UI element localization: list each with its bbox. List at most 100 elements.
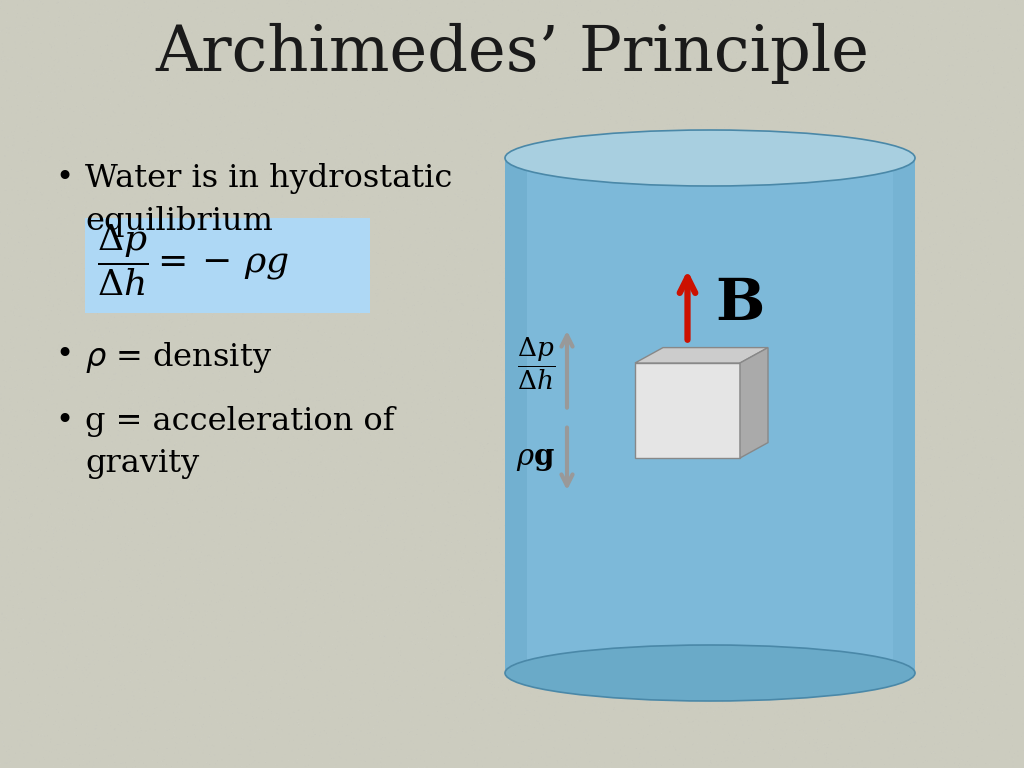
Point (684, 644, 700, 657)
Point (767, 387, 783, 399)
Point (694, 224, 711, 237)
Point (774, 756, 791, 768)
Point (860, 167, 877, 180)
Point (316, 92, 333, 104)
Point (541, 79, 557, 91)
Point (293, 581, 309, 594)
Point (269, 568, 286, 580)
Point (553, 720, 569, 732)
Point (691, 694, 708, 707)
Point (40, 389, 56, 402)
Point (971, 45, 987, 57)
Point (943, 253, 959, 265)
Point (610, 623, 627, 635)
Point (841, 714, 857, 727)
Point (662, 591, 678, 603)
Point (232, 702, 249, 714)
Point (979, 395, 995, 407)
Point (678, 562, 694, 574)
Point (165, 707, 181, 719)
Point (141, 349, 158, 362)
Point (48, 719, 65, 731)
Point (787, 392, 804, 405)
Point (715, 688, 731, 700)
Point (901, 187, 918, 199)
Point (165, 474, 181, 486)
Point (910, 486, 927, 498)
Point (510, 709, 526, 721)
Point (859, 703, 876, 716)
Point (141, 680, 158, 692)
Point (970, 686, 986, 698)
Point (597, 505, 613, 517)
Point (868, 191, 885, 204)
Point (256, 516, 272, 528)
Point (667, 34, 683, 46)
Point (914, 157, 931, 169)
Point (617, 248, 634, 260)
Point (245, 139, 261, 151)
Point (300, 538, 316, 550)
Point (154, 128, 170, 141)
Point (614, 760, 631, 768)
Point (637, 292, 653, 304)
Point (871, 378, 888, 390)
Point (97, 511, 114, 524)
Point (76, 69, 92, 81)
Point (411, 511, 427, 523)
Point (38, 640, 54, 652)
Point (330, 425, 346, 438)
Point (888, 562, 904, 574)
Point (888, 637, 904, 649)
Point (193, 470, 209, 482)
Point (178, 215, 195, 227)
Point (862, 680, 879, 692)
Point (657, 621, 674, 634)
Point (439, 63, 456, 75)
Point (479, 533, 496, 545)
Point (12, 615, 29, 627)
Point (41, 569, 57, 581)
Point (706, 562, 722, 574)
Point (168, 206, 184, 218)
Point (941, 14, 957, 26)
Point (632, 237, 648, 250)
Point (711, 84, 727, 97)
Point (369, 71, 385, 83)
Point (722, 706, 738, 718)
Point (304, 715, 321, 727)
Point (612, 501, 629, 513)
Point (794, 374, 810, 386)
Point (549, 422, 565, 435)
Point (978, 359, 994, 372)
Point (299, 514, 315, 526)
Point (3, 642, 19, 654)
Point (95, 63, 112, 75)
Point (230, 243, 247, 256)
Point (800, 40, 816, 52)
Point (87, 329, 103, 341)
Point (676, 89, 692, 101)
Point (94, 520, 111, 532)
Point (667, 666, 683, 678)
Point (137, 640, 154, 652)
Point (380, 352, 396, 364)
Point (658, 544, 675, 556)
Point (923, 132, 939, 144)
Point (116, 238, 132, 250)
Point (372, 120, 388, 132)
Point (204, 171, 220, 184)
Point (238, 631, 254, 643)
Point (697, 433, 714, 445)
Point (103, 496, 120, 508)
Point (231, 617, 248, 630)
Point (447, 362, 464, 375)
Point (514, 525, 530, 538)
Point (101, 493, 118, 505)
Point (138, 727, 155, 739)
Point (510, 621, 526, 633)
Point (327, 175, 343, 187)
Point (598, 466, 614, 478)
Point (962, 214, 978, 227)
Point (780, 425, 797, 437)
